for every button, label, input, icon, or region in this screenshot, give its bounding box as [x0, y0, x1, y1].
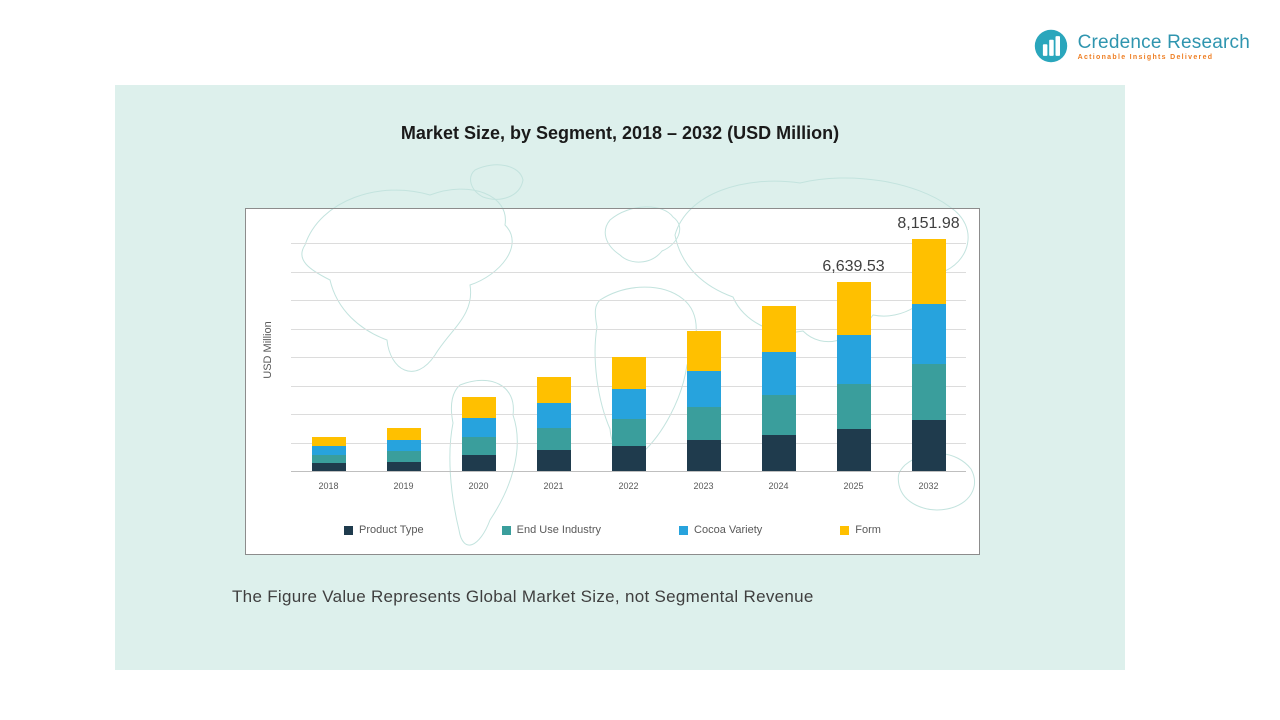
bar-2023-form: [686, 331, 721, 371]
x-tick-2018: 2018: [318, 481, 339, 491]
bar-2020-product-type: [461, 454, 496, 471]
bar-2025-form: [836, 281, 871, 335]
bar-chart-logo-icon: [1033, 28, 1069, 64]
bar-2023-end-use-industry: [686, 406, 721, 441]
bar-2019-form: [386, 428, 421, 441]
bar-2018-end-use-industry: [311, 455, 346, 464]
bar-2021-product-type: [536, 450, 571, 471]
legend-label-cocoa-variety: Cocoa Variety: [694, 524, 763, 536]
bar-2032-end-use-industry: [911, 364, 946, 420]
x-tick-2022: 2022: [618, 481, 639, 491]
bar-2020-end-use-industry: [461, 436, 496, 455]
gridline: [291, 271, 966, 273]
bar-2022-cocoa-variety: [611, 389, 646, 419]
chart-title: Market Size, by Segment, 2018 – 2032 (US…: [400, 123, 840, 143]
chart-panel: Market Size, by Segment, 2018 – 2032 (US…: [115, 85, 1125, 670]
x-tick-2021: 2021: [543, 481, 564, 491]
legend-item-cocoa-variety: Cocoa Variety: [679, 524, 762, 536]
data-label-2025: 6,639.53: [822, 257, 885, 275]
legend-swatch-form: [840, 525, 850, 535]
brand-name: Credence Research: [1077, 31, 1250, 53]
brand-tagline: Actionable Insights Delivered: [1077, 53, 1214, 61]
bar-2024-form: [761, 305, 796, 353]
x-tick-2025: 2025: [843, 481, 864, 491]
bar-2018-product-type: [311, 463, 346, 471]
legend-label-end-use-industry: End Use Industry: [516, 524, 602, 536]
bar-2032-cocoa-variety: [911, 303, 946, 365]
legend-swatch-product-type: [344, 525, 354, 535]
x-tick-2024: 2024: [768, 481, 789, 491]
bar-2021-form: [536, 377, 571, 404]
legend-item-form: Form: [840, 524, 881, 536]
bar-2023-product-type: [686, 440, 721, 471]
legend-label-product-type: Product Type: [359, 524, 424, 536]
gridline: [291, 243, 966, 245]
bar-2020-form: [461, 396, 496, 418]
bar-2025-product-type: [836, 429, 871, 471]
bar-2032-product-type: [911, 419, 946, 471]
bar-2025-cocoa-variety: [836, 334, 871, 385]
bar-2018-form: [311, 436, 346, 447]
x-axis-line: [291, 471, 966, 472]
bar-2019-cocoa-variety: [386, 440, 421, 452]
footnote: The Figure Value Represents Global Marke…: [232, 587, 814, 606]
bar-2024-cocoa-variety: [761, 352, 796, 396]
legend-swatch-cocoa-variety: [679, 525, 689, 535]
bar-2024-end-use-industry: [761, 395, 796, 435]
x-tick-2023: 2023: [693, 481, 714, 491]
bar-2021-end-use-industry: [536, 427, 571, 451]
bar-2020-cocoa-variety: [461, 417, 496, 437]
legend: Product Type End Use Industry Cocoa Variet…: [246, 524, 979, 536]
bar-2022-end-use-industry: [611, 418, 646, 446]
plot-area: 2018 2019 2020 2021 2022 2023 2024 2025 2032 6,63…: [246, 209, 979, 554]
bar-2019-end-use-industry: [386, 451, 421, 462]
legend-label-form: Form: [855, 524, 881, 536]
bar-2022-form: [611, 357, 646, 389]
brand-logo: Credence Research Actionable Insights De…: [1033, 28, 1250, 64]
data-label-2032: 8,151.98: [897, 214, 960, 232]
bar-2025-end-use-industry: [836, 384, 871, 430]
bar-2024-product-type: [761, 434, 796, 471]
bar-2022-product-type: [611, 445, 646, 471]
x-tick-2019: 2019: [393, 481, 414, 491]
bar-2018-cocoa-variety: [311, 446, 346, 456]
legend-item-product-type: Product Type: [344, 524, 424, 536]
bar-2021-cocoa-variety: [536, 403, 571, 428]
x-tick-2020: 2020: [468, 481, 489, 491]
legend-swatch-end-use-industry: [501, 525, 511, 535]
brand-text-block: Credence Research Actionable Insights De…: [1078, 32, 1250, 61]
bar-2019-product-type: [386, 461, 421, 471]
x-tick-2032: 2032: [918, 481, 939, 491]
legend-item-end-use-industry: End Use Industry: [501, 524, 602, 536]
bar-2023-cocoa-variety: [686, 370, 721, 407]
bar-2032-form: [911, 238, 946, 304]
chart-frame: USD Million 2018 2019 2020 2021 2022 2023 2024…: [245, 208, 980, 555]
